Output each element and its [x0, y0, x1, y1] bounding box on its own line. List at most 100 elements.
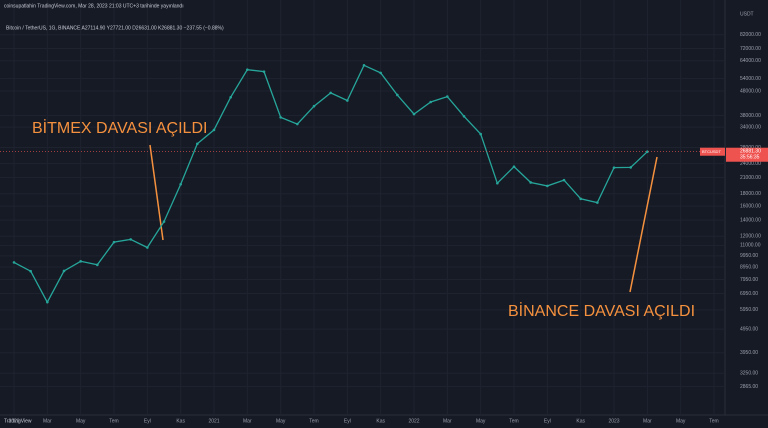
- price-point: [329, 91, 332, 95]
- symbol-badge: [700, 147, 725, 156]
- y-tick-label: 3950.00: [740, 350, 758, 356]
- price-point: [446, 95, 449, 98]
- price-point: [529, 181, 532, 184]
- x-tick-label: Tem: [509, 418, 518, 424]
- price-point: [596, 201, 599, 204]
- price-point: [562, 178, 566, 182]
- y-tick-label: 4950.00: [740, 326, 758, 332]
- y-tick-label: 24000.00: [740, 161, 761, 167]
- y-tick-label: 6950.00: [740, 291, 758, 297]
- price-point: [196, 142, 199, 146]
- x-tick-label: Mar: [43, 418, 52, 424]
- y-tick-label: 64000.00: [740, 58, 761, 64]
- y-tick-label: 38000.00: [740, 113, 761, 119]
- price-point: [46, 300, 49, 304]
- price-point: [346, 99, 349, 102]
- price-point: [579, 197, 582, 201]
- price-point: [62, 269, 66, 273]
- price-point: [312, 104, 316, 108]
- annotation-arrow: [629, 156, 658, 293]
- y-tick-label: 9950.00: [740, 253, 758, 259]
- grid: [0, 0, 725, 415]
- symbol-label: BTCUSDT: [702, 149, 721, 154]
- x-tick-label: Eyl: [344, 418, 351, 424]
- branding: TradingView: [4, 418, 32, 424]
- y-tick-label: 54000.00: [740, 76, 761, 82]
- x-tick-label: 2020: [8, 418, 19, 424]
- y-tick-label: 72000.00: [740, 46, 761, 52]
- price-point: [296, 122, 299, 126]
- unit-label: USDT: [740, 11, 754, 17]
- last-price-label: 26881.30: [740, 149, 761, 155]
- x-tick-label: May: [276, 418, 286, 424]
- y-tick-label: 21000.00: [740, 175, 761, 181]
- price-point: [29, 269, 32, 273]
- y-tick-label: 5950.00: [740, 307, 758, 313]
- price-point: [379, 71, 382, 75]
- x-tick-label: May: [76, 418, 86, 424]
- header: coinsupatlahin TradingView.com, Mar 28, …: [4, 3, 184, 9]
- y-tick-label: 14000.00: [740, 217, 761, 223]
- legend-line: Bitcoin / TetherUS, 1G, BINANCE A27114.9…: [6, 25, 224, 31]
- y-tick-label: 8950.00: [740, 264, 758, 270]
- price-point: [496, 181, 499, 185]
- annotation: BİNANCE DAVASI AÇILDI: [508, 301, 695, 320]
- price-point: [262, 70, 266, 73]
- x-tick-label: Tem: [309, 418, 318, 424]
- price-badge: [726, 147, 768, 162]
- x-tick-label: Tem: [709, 418, 718, 424]
- y-tick-label: 48000.00: [740, 88, 761, 94]
- countdown-label: 35:56:35: [740, 155, 760, 161]
- price-point: [546, 184, 549, 188]
- y-tick-label: 11000.00: [740, 243, 761, 249]
- x-tick-label: May: [476, 418, 486, 424]
- price-point: [479, 132, 482, 136]
- price-point: [412, 112, 416, 116]
- price-point: [246, 68, 249, 71]
- x-tick-label: Mar: [243, 418, 252, 424]
- x-tick-label: Mar: [443, 418, 452, 424]
- y-tick-label: 2865.00: [740, 384, 758, 390]
- annotation: BİTMEX DAVASI AÇILDI: [32, 118, 207, 137]
- x-tick-label: 2023: [608, 418, 619, 424]
- price-point: [212, 128, 216, 132]
- price-point: [129, 238, 132, 241]
- price-point: [162, 220, 166, 223]
- price-point: [96, 263, 99, 267]
- price-point: [179, 183, 182, 186]
- x-tick-label: May: [676, 418, 686, 424]
- x-tick-label: Eyl: [144, 418, 151, 424]
- x-tick-label: 2022: [408, 418, 419, 424]
- price-point: [12, 261, 16, 264]
- y-tick-label: 16000.00: [740, 203, 761, 209]
- y-tick-label: 7950.00: [740, 277, 758, 283]
- price-point: [612, 166, 616, 169]
- price-point: [462, 114, 466, 118]
- x-tick-label: Tem: [109, 418, 118, 424]
- price-point: [429, 100, 432, 104]
- price-point: [512, 165, 516, 169]
- price-point: [229, 95, 232, 99]
- x-tick-label: 2021: [208, 418, 219, 424]
- annotation-arrow: [149, 144, 164, 241]
- y-tick-label: 82000.00: [740, 32, 761, 38]
- y-tick-label: 3250.00: [740, 371, 758, 377]
- x-tick-label: Eyl: [544, 418, 551, 424]
- y-tick-label: 34000.00: [740, 124, 761, 130]
- price-point: [646, 150, 649, 154]
- price-point: [629, 166, 632, 169]
- price-point: [146, 246, 149, 249]
- price-point: [79, 260, 82, 263]
- price-point: [279, 116, 282, 119]
- price-point: [362, 64, 366, 67]
- price-point: [112, 240, 116, 244]
- x-tick-label: Kas: [576, 418, 585, 424]
- y-tick-label: 12000.00: [740, 234, 761, 240]
- y-tick-label: 18000.00: [740, 191, 761, 197]
- x-tick-label: Kas: [376, 418, 385, 424]
- x-tick-label: Mar: [643, 418, 652, 424]
- x-tick-label: Kas: [176, 418, 185, 424]
- price-point: [396, 93, 399, 97]
